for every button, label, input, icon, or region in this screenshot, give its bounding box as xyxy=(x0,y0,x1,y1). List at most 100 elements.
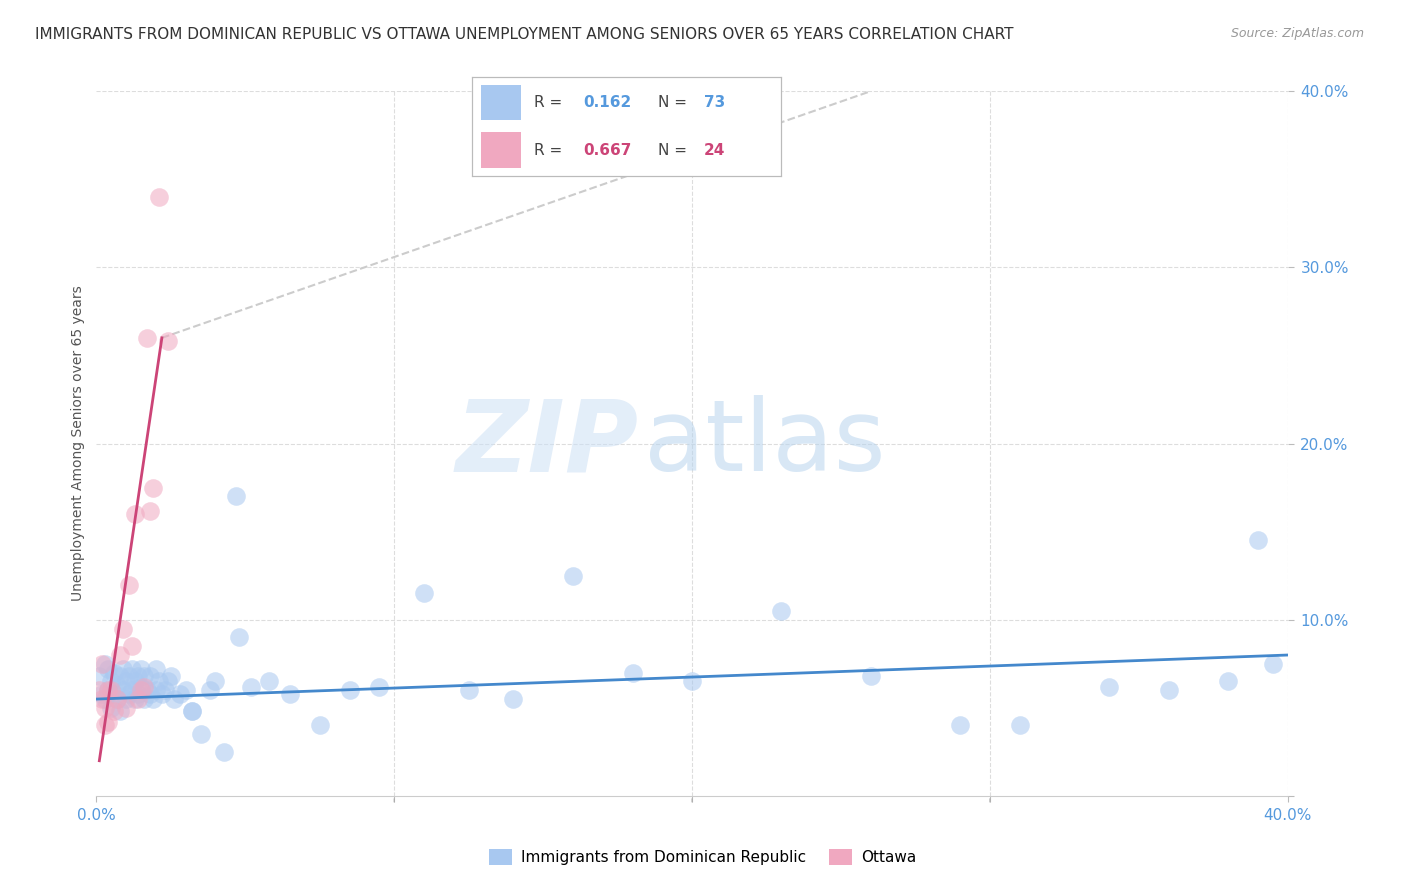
Point xyxy=(129,680,152,694)
Point xyxy=(1157,683,1180,698)
Point xyxy=(94,657,117,671)
Point xyxy=(156,674,179,689)
Point xyxy=(124,674,146,689)
Point xyxy=(198,683,221,698)
Point xyxy=(112,662,135,676)
Point xyxy=(681,674,703,689)
Point xyxy=(100,701,122,715)
Point xyxy=(204,674,226,689)
Point xyxy=(105,678,128,692)
Text: ZIP: ZIP xyxy=(456,395,638,492)
Point xyxy=(115,674,138,689)
Point xyxy=(621,665,644,680)
Point xyxy=(214,745,236,759)
Point xyxy=(150,687,173,701)
Point xyxy=(561,568,583,582)
Point xyxy=(502,692,524,706)
Point xyxy=(108,705,131,719)
Point xyxy=(240,680,263,694)
Point xyxy=(127,669,149,683)
Point xyxy=(97,683,120,698)
Point xyxy=(105,692,128,706)
Point xyxy=(127,687,149,701)
Point xyxy=(97,662,120,676)
Point xyxy=(112,683,135,698)
Point xyxy=(339,683,361,698)
Point xyxy=(91,657,114,671)
Point xyxy=(103,687,125,701)
Point xyxy=(225,490,247,504)
Point xyxy=(94,718,117,732)
Point xyxy=(132,692,155,706)
Point xyxy=(859,669,882,683)
Point xyxy=(121,683,143,698)
Point xyxy=(1247,533,1270,548)
Point xyxy=(148,190,170,204)
Point xyxy=(124,507,146,521)
Point xyxy=(163,692,186,706)
Point xyxy=(129,662,152,676)
Point xyxy=(121,639,143,653)
Point xyxy=(368,680,391,694)
Point xyxy=(136,331,159,345)
Point xyxy=(139,669,162,683)
Point xyxy=(174,683,197,698)
Point xyxy=(180,705,202,719)
Point xyxy=(308,718,330,732)
Point xyxy=(139,687,162,701)
Point xyxy=(169,687,191,701)
Point xyxy=(100,674,122,689)
Point xyxy=(132,669,155,683)
Point xyxy=(112,622,135,636)
Point xyxy=(142,692,165,706)
Point xyxy=(153,683,176,698)
Point xyxy=(1008,718,1031,732)
Point xyxy=(278,687,301,701)
Point xyxy=(142,481,165,495)
Point xyxy=(180,705,202,719)
Point xyxy=(115,701,138,715)
Point xyxy=(97,683,120,698)
Point xyxy=(105,692,128,706)
Legend: Immigrants from Dominican Republic, Ottawa: Immigrants from Dominican Republic, Otta… xyxy=(484,843,922,871)
Point xyxy=(127,692,149,706)
Point xyxy=(413,586,436,600)
Point xyxy=(118,577,141,591)
Point xyxy=(129,683,152,698)
Point xyxy=(148,674,170,689)
Point xyxy=(145,662,167,676)
Point xyxy=(228,631,250,645)
Point xyxy=(145,683,167,698)
Point xyxy=(1261,657,1284,671)
Point xyxy=(136,683,159,698)
Text: atlas: atlas xyxy=(644,395,886,492)
Point xyxy=(139,503,162,517)
Point xyxy=(91,692,114,706)
Point xyxy=(949,718,972,732)
Point xyxy=(257,674,280,689)
Point xyxy=(121,662,143,676)
Text: IMMIGRANTS FROM DOMINICAN REPUBLIC VS OTTAWA UNEMPLOYMENT AMONG SENIORS OVER 65 : IMMIGRANTS FROM DOMINICAN REPUBLIC VS OT… xyxy=(35,27,1014,42)
Y-axis label: Unemployment Among Seniors over 65 years: Unemployment Among Seniors over 65 years xyxy=(72,285,86,601)
Point xyxy=(770,604,793,618)
Point xyxy=(89,669,111,683)
Point xyxy=(156,334,179,349)
Point xyxy=(108,669,131,683)
Point xyxy=(457,683,479,698)
Point xyxy=(89,683,111,698)
Point xyxy=(115,692,138,706)
Point xyxy=(94,692,117,706)
Point xyxy=(91,687,114,701)
Point xyxy=(103,705,125,719)
Point xyxy=(103,665,125,680)
Text: Source: ZipAtlas.com: Source: ZipAtlas.com xyxy=(1230,27,1364,40)
Point xyxy=(1218,674,1240,689)
Point xyxy=(124,692,146,706)
Point xyxy=(118,669,141,683)
Point xyxy=(100,683,122,698)
Point xyxy=(118,687,141,701)
Point xyxy=(190,727,212,741)
Point xyxy=(1098,680,1121,694)
Point xyxy=(94,701,117,715)
Point xyxy=(97,714,120,729)
